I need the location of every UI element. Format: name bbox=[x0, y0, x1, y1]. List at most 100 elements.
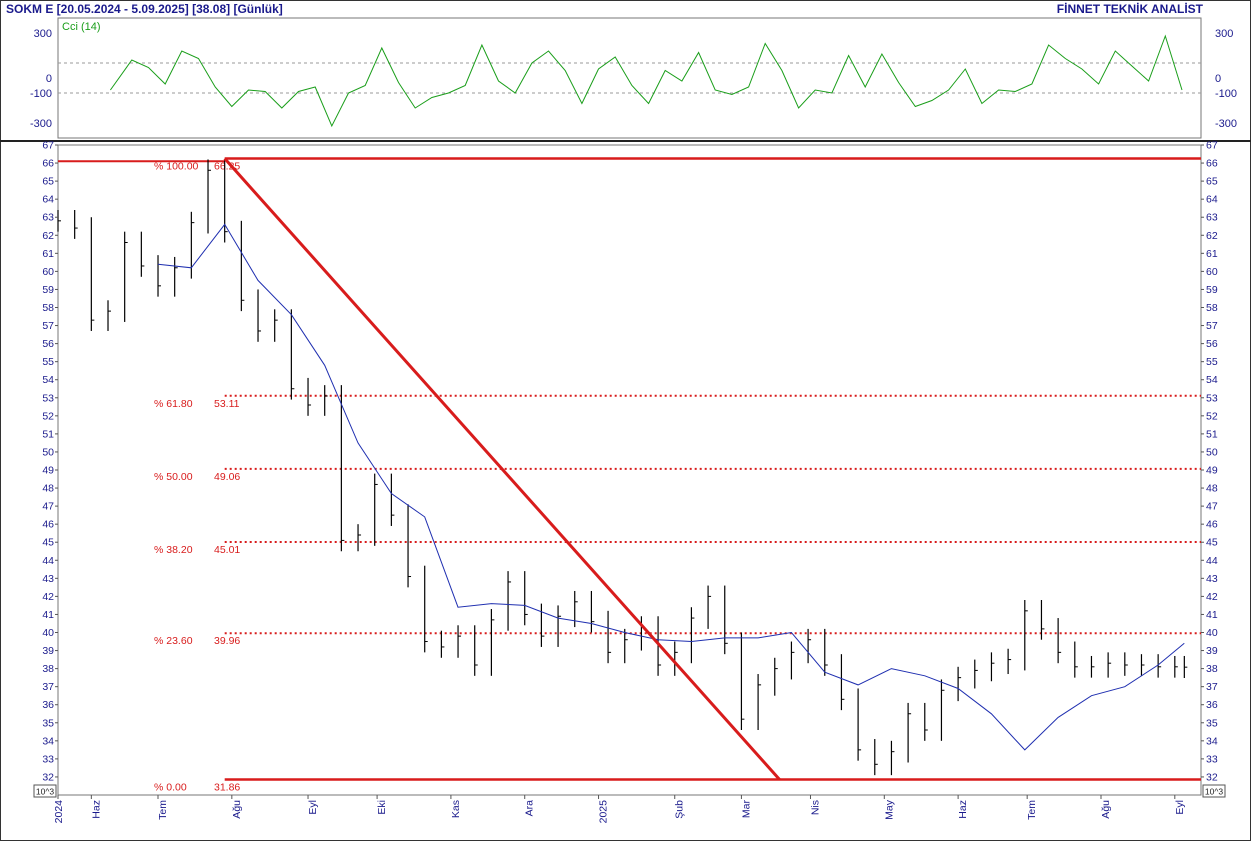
unit-badge-text: 10^3 bbox=[1205, 787, 1223, 797]
price-tick-right: 51 bbox=[1206, 428, 1218, 440]
cci-line bbox=[109, 34, 1183, 128]
fib-value-label: 31.86 bbox=[214, 781, 240, 793]
price-tick-left: 36 bbox=[42, 699, 54, 711]
x-tick-label: Haz bbox=[90, 800, 102, 819]
unit-badge-text: 10^3 bbox=[36, 787, 54, 797]
x-tick-label: Tem bbox=[1026, 800, 1038, 820]
price-tick-right: 52 bbox=[1206, 410, 1218, 422]
chart-title: SOKM E [20.05.2024 - 5.09.2025] [38.08] … bbox=[6, 2, 283, 16]
x-tick-label: Ağu bbox=[1100, 800, 1112, 819]
price-tick-right: 64 bbox=[1206, 194, 1218, 206]
price-tick-right: 65 bbox=[1206, 176, 1218, 188]
x-tick-label: Şub bbox=[674, 800, 686, 819]
price-tick-left: 34 bbox=[42, 735, 54, 747]
cci-tick-right: -100 bbox=[1215, 88, 1237, 100]
cci-tick-left: 0 bbox=[46, 73, 52, 85]
price-tick-left: 50 bbox=[42, 446, 54, 458]
price-tick-right: 48 bbox=[1206, 483, 1218, 495]
price-tick-left: 35 bbox=[42, 717, 54, 729]
price-tick-right: 62 bbox=[1206, 230, 1218, 242]
price-tick-left: 62 bbox=[42, 230, 54, 242]
x-tick-label: Ağu bbox=[231, 800, 243, 819]
price-tick-right: 32 bbox=[1206, 771, 1218, 783]
x-tick-label: Nis bbox=[809, 800, 821, 815]
x-tick-label: Eyl bbox=[307, 800, 319, 815]
price-tick-left: 67 bbox=[42, 140, 54, 152]
cci-tick-right: 0 bbox=[1215, 73, 1221, 85]
cci-panel-frame bbox=[57, 17, 1202, 139]
price-tick-right: 40 bbox=[1206, 627, 1218, 639]
price-tick-right: 54 bbox=[1206, 374, 1218, 386]
x-tick-label: Ara bbox=[524, 800, 536, 817]
fib-percent-label: % 61.80 bbox=[154, 398, 193, 410]
price-tick-right: 66 bbox=[1206, 158, 1218, 170]
price-tick-right: 44 bbox=[1206, 555, 1218, 567]
price-chart: % 100.00 66.25% 61.80 53.11% 50.00 49.06% 3… bbox=[57, 157, 1201, 793]
fib-value-label: 39.96 bbox=[214, 635, 240, 647]
price-tick-left: 56 bbox=[42, 338, 54, 350]
price-tick-left: 57 bbox=[42, 320, 54, 332]
price-tick-right: 42 bbox=[1206, 591, 1218, 603]
fib-percent-label: % 0.00 bbox=[154, 781, 187, 793]
fib-percent-label: % 50.00 bbox=[154, 471, 193, 483]
price-tick-left: 58 bbox=[42, 302, 54, 314]
x-tick-label: Kas bbox=[450, 800, 462, 818]
price-tick-right: 50 bbox=[1206, 446, 1218, 458]
price-tick-left: 38 bbox=[42, 663, 54, 675]
price-tick-left: 32 bbox=[42, 771, 54, 783]
price-tick-left: 54 bbox=[42, 374, 54, 386]
downtrend-line bbox=[223, 157, 781, 781]
cci-tick-left: -300 bbox=[30, 118, 52, 130]
price-tick-right: 33 bbox=[1206, 753, 1218, 765]
moving-average-line bbox=[157, 223, 1185, 751]
x-tick-label: 2025 bbox=[598, 800, 610, 824]
price-tick-left: 63 bbox=[42, 212, 54, 224]
price-tick-left: 55 bbox=[42, 356, 54, 368]
cci-title: Cci (14) bbox=[62, 21, 101, 33]
price-tick-right: 43 bbox=[1206, 573, 1218, 585]
price-tick-left: 45 bbox=[42, 537, 54, 549]
cci-tick-left: -100 bbox=[30, 88, 52, 100]
price-tick-right: 34 bbox=[1206, 735, 1218, 747]
price-tick-left: 61 bbox=[42, 248, 54, 260]
x-tick-label: May bbox=[883, 799, 895, 820]
price-tick-left: 42 bbox=[42, 591, 54, 603]
cci-tick-right: -300 bbox=[1215, 118, 1237, 130]
price-tick-right: 61 bbox=[1206, 248, 1218, 260]
price-tick-right: 63 bbox=[1206, 212, 1218, 224]
price-tick-right: 47 bbox=[1206, 501, 1218, 513]
price-tick-right: 46 bbox=[1206, 519, 1218, 531]
cci-indicator: Cci (14) 300 300 0 0 -100 -100 -300 -300 bbox=[30, 21, 1237, 130]
price-tick-left: 39 bbox=[42, 645, 54, 657]
x-tick-label: Eki bbox=[376, 800, 388, 815]
x-tick-label: Tem bbox=[157, 800, 169, 820]
price-tick-left: 44 bbox=[42, 555, 54, 567]
brand-label: FİNNET TEKNİK ANALİST bbox=[1056, 2, 1203, 16]
price-tick-right: 38 bbox=[1206, 663, 1218, 675]
price-tick-right: 58 bbox=[1206, 302, 1218, 314]
fib-percent-label: % 23.60 bbox=[154, 635, 193, 647]
price-tick-left: 48 bbox=[42, 483, 54, 495]
price-tick-right: 36 bbox=[1206, 699, 1218, 711]
price-tick-left: 47 bbox=[42, 501, 54, 513]
price-tick-left: 60 bbox=[42, 266, 54, 278]
price-tick-left: 37 bbox=[42, 681, 54, 693]
price-tick-right: 45 bbox=[1206, 537, 1218, 549]
price-tick-right: 35 bbox=[1206, 717, 1218, 729]
x-tick-label: 2024 bbox=[53, 800, 65, 824]
price-tick-left: 52 bbox=[42, 410, 54, 422]
cci-tick-right: 300 bbox=[1215, 28, 1233, 40]
fib-value-label: 45.01 bbox=[214, 544, 240, 556]
price-tick-left: 46 bbox=[42, 519, 54, 531]
x-tick-label: Haz bbox=[957, 800, 969, 819]
price-tick-left: 65 bbox=[42, 176, 54, 188]
price-tick-left: 49 bbox=[42, 465, 54, 477]
x-tick-label: Eyl bbox=[1174, 800, 1186, 815]
price-tick-left: 41 bbox=[42, 609, 54, 621]
axes: 32 32 33 33 34 34 35 35 36 36 37 37 38 38 39 39 40 40 41 41… bbox=[33, 140, 1226, 824]
price-tick-right: 60 bbox=[1206, 266, 1218, 278]
price-tick-left: 64 bbox=[42, 194, 54, 206]
price-tick-right: 41 bbox=[1206, 609, 1218, 621]
price-tick-right: 67 bbox=[1206, 140, 1218, 152]
price-tick-right: 49 bbox=[1206, 465, 1218, 477]
